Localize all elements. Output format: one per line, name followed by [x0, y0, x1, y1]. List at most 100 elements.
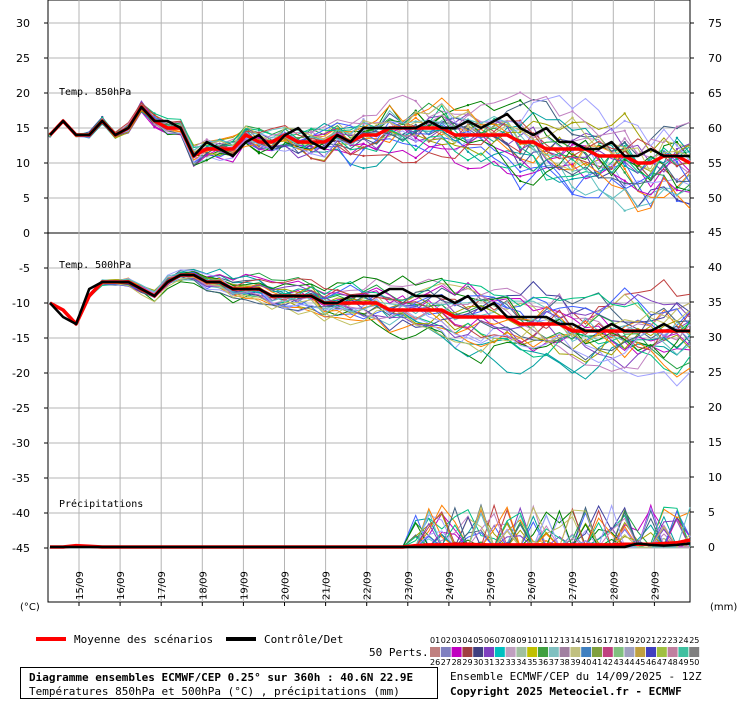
footer-box: Diagramme ensembles ECMWF/CEP 0.25° sur … [20, 667, 438, 699]
pert-swatch [559, 647, 570, 657]
pert-id: 43 [614, 658, 624, 667]
x-tick-label: 28/09 [609, 571, 620, 600]
pert-swatch [635, 647, 646, 657]
right-tick-label-850: 75 [708, 17, 722, 30]
member-line-500 [49, 274, 691, 372]
control-line-precip_mm [50, 542, 691, 549]
right-tick-label-500: 0 [708, 541, 715, 554]
pert-swatch [613, 647, 624, 657]
pert-id: 22 [657, 636, 667, 645]
member-line-500 [49, 270, 691, 374]
pert-swatch [484, 647, 494, 657]
left-unit: (°C) [20, 602, 40, 613]
left-tick-label: 15 [16, 122, 30, 135]
x-tick-label: 18/09 [198, 571, 209, 600]
member-line-850 [49, 110, 691, 196]
pert-id: 34 [516, 658, 526, 667]
pert-id: 36 [538, 658, 548, 667]
pert-swatch [430, 647, 440, 657]
pert-id: 01 [430, 636, 440, 645]
right-tick-label-850: 65 [708, 87, 722, 100]
pert-swatch [678, 647, 689, 657]
pert-id: 28 [452, 658, 462, 667]
left-tick-label: -40 [12, 507, 30, 520]
run-info: Ensemble ECMWF/CEP du 14/09/2025 - 12Z [450, 670, 702, 683]
left-tick-label: 30 [16, 17, 30, 30]
x-tick-label: 26/09 [527, 571, 538, 600]
pert-id: 18 [614, 636, 624, 645]
copyright: Copyright 2025 Meteociel.fr - ECMWF [450, 685, 682, 698]
pert-swatch [667, 647, 678, 657]
left-tick-label: 25 [16, 52, 30, 65]
pert-swatch [494, 647, 505, 657]
pert-swatch [624, 647, 635, 657]
pert-id: 41 [592, 658, 602, 667]
pert-id: 21 [646, 636, 656, 645]
left-tick-label: -45 [12, 542, 30, 555]
pert-id: 44 [624, 658, 634, 667]
right-tick-label-500: 5 [708, 506, 715, 519]
left-tick-label: 5 [23, 192, 30, 205]
panel-label-850: Temp. 850hPa [59, 87, 131, 98]
pert-id: 08 [506, 636, 516, 645]
pert-id: 17 [603, 636, 613, 645]
left-tick-label: -10 [12, 297, 30, 310]
control-line-t500 [49, 273, 690, 333]
member-line-500 [49, 268, 691, 380]
x-tick-label: 15/09 [75, 571, 86, 600]
left-tick-label: -25 [12, 402, 30, 415]
pert-id: 11 [538, 636, 548, 645]
pert-id: 40 [581, 658, 591, 667]
pert-swatch [538, 647, 548, 657]
pert-id: 16 [592, 636, 602, 645]
pert-swatch [516, 647, 527, 657]
pert-swatch [646, 647, 656, 657]
right-tick-label-500: 25 [708, 366, 722, 379]
pert-id: 23 [668, 636, 678, 645]
pert-id: 26 [430, 658, 440, 667]
pert-id: 42 [603, 658, 613, 667]
legend-perts-label: 50 Perts. [369, 646, 429, 659]
pert-id: 13 [560, 636, 570, 645]
pert-swatch [689, 647, 700, 657]
pert-id: 47 [657, 658, 667, 667]
left-tick-label: -5 [19, 262, 30, 275]
pert-swatch [602, 647, 613, 657]
right-tick-label-500: 10 [708, 471, 722, 484]
pert-id: 10 [527, 636, 537, 645]
x-tick-label: 20/09 [281, 571, 292, 600]
pert-swatch [473, 647, 484, 657]
left-tick-label: 0 [23, 227, 30, 240]
pert-id: 39 [570, 658, 580, 667]
right-tick-label-850: 70 [708, 52, 722, 65]
right-tick-label-850: 60 [708, 122, 722, 135]
left-tick-label: -15 [12, 332, 30, 345]
right-tick-label-850: 50 [708, 192, 722, 205]
x-tick-label: 25/09 [486, 571, 497, 600]
pert-id: 12 [549, 636, 559, 645]
right-tick-label-850: 55 [708, 157, 722, 170]
pert-id: 03 [452, 636, 462, 645]
pert-id: 37 [549, 658, 559, 667]
pert-id: 46 [646, 658, 656, 667]
panel-label-precip: Précipitations [59, 498, 143, 510]
x-tick-label: 24/09 [445, 571, 456, 600]
footer-subtitle: Températures 850hPa et 500hPa (°C) , pré… [29, 685, 400, 698]
pert-id: 38 [560, 658, 570, 667]
pert-id: 06 [484, 636, 494, 645]
x-tick-label: 17/09 [157, 571, 168, 600]
pert-id: 31 [484, 658, 494, 667]
pert-id: 20 [635, 636, 645, 645]
member-line-500 [49, 272, 691, 356]
pert-swatch [505, 647, 516, 657]
pert-id: 48 [668, 658, 678, 667]
pert-id: 15 [581, 636, 591, 645]
x-tick-label: 27/09 [568, 571, 579, 600]
x-tick-label: 22/09 [363, 571, 374, 600]
pert-id: 50 [689, 658, 699, 667]
panel-label-500: Temp. 500hPa [59, 260, 131, 271]
pert-id: 29 [462, 658, 472, 667]
pert-id: 04 [462, 636, 472, 645]
